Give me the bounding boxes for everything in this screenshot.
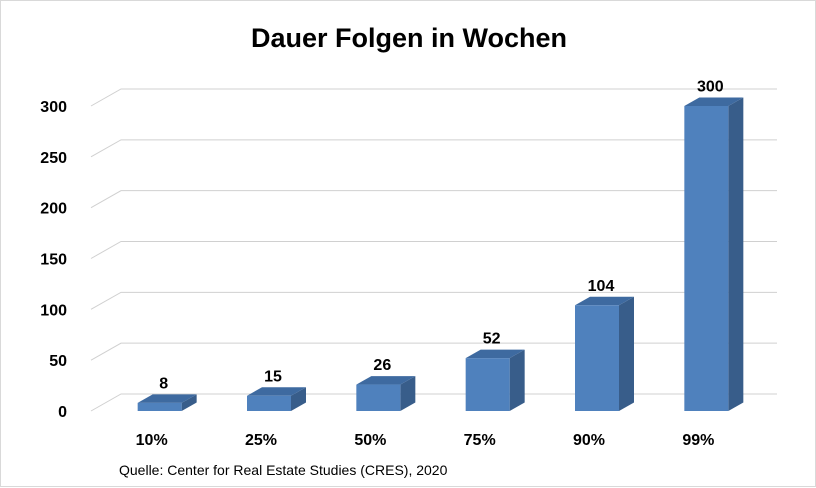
bar-front — [137, 402, 182, 411]
y-tick-label: 200 — [40, 201, 67, 218]
grid-lines — [90, 88, 777, 412]
bar-top — [247, 387, 306, 396]
grid-line — [90, 88, 777, 107]
bar — [575, 296, 634, 411]
grid-line — [90, 139, 777, 158]
bar-front — [247, 395, 291, 411]
source-note: Quelle: Center for Real Estate Studies (… — [119, 462, 448, 478]
x-tick-label: 50% — [354, 432, 386, 449]
y-tick-label: 150 — [40, 252, 67, 269]
bar-top — [684, 97, 744, 106]
grid-line — [90, 190, 777, 209]
bar — [465, 349, 525, 411]
chart-title: Dauer Folgen in Wochen — [251, 23, 567, 53]
x-axis-ticks: 10% 25% 50% 75% 90% 99% — [136, 432, 715, 449]
x-tick-label: 25% — [245, 432, 277, 449]
bar-top — [356, 376, 416, 385]
data-label: 8 — [159, 375, 168, 392]
bar-side — [400, 376, 416, 411]
bar — [356, 376, 416, 411]
bar-side — [181, 394, 197, 411]
y-tick-label: 50 — [49, 353, 67, 370]
data-label: 15 — [264, 368, 282, 385]
x-tick-label: 75% — [464, 432, 496, 449]
x-tick-label: 10% — [136, 432, 168, 449]
bar-side — [509, 349, 525, 411]
bar-side — [291, 387, 306, 411]
grid-line — [90, 342, 777, 361]
grid-line — [90, 393, 777, 412]
grid-line — [90, 291, 777, 310]
bars — [137, 97, 744, 411]
bar — [684, 97, 744, 411]
bar-front — [465, 358, 510, 411]
bar-top — [465, 349, 525, 359]
y-axis-ticks: 0 50 100 150 200 250 300 — [40, 99, 67, 421]
bar-top — [575, 296, 634, 306]
bar — [137, 394, 197, 411]
data-label: 26 — [373, 357, 391, 374]
bar-front — [575, 305, 619, 411]
x-tick-label: 99% — [682, 432, 714, 449]
data-label: 52 — [483, 331, 501, 348]
bar-front — [356, 384, 401, 411]
bar-front — [684, 106, 729, 411]
x-tick-label: 90% — [573, 432, 605, 449]
data-label: 104 — [588, 278, 615, 295]
grid-line — [90, 241, 777, 259]
bar-side — [728, 97, 744, 411]
data-labels: 8 15 26 52 104 300 — [159, 79, 724, 393]
y-tick-label: 100 — [40, 302, 67, 319]
data-label: 300 — [697, 79, 724, 96]
bar — [247, 387, 306, 411]
y-tick-label: 0 — [58, 404, 67, 421]
y-tick-label: 300 — [40, 99, 67, 116]
bar-side — [619, 296, 634, 411]
y-tick-label: 250 — [40, 150, 67, 167]
bar-top — [137, 394, 197, 403]
